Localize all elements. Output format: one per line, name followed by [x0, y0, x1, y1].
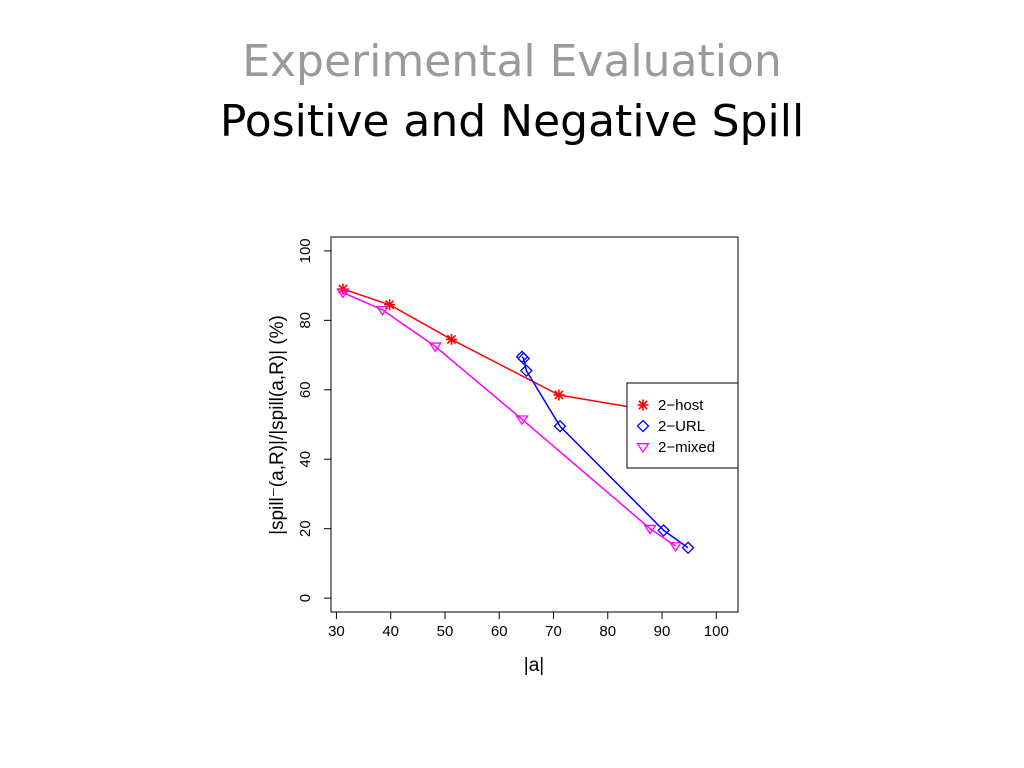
- y-tick-label: 20: [297, 520, 314, 537]
- y-tick-label: 0: [297, 594, 314, 602]
- legend-label: 2−URL: [658, 418, 705, 435]
- data-point: [681, 541, 695, 555]
- y-axis-label: |spill⁻(a,R)|/|spill(a,R)| (%): [267, 315, 288, 535]
- data-point: [428, 342, 442, 353]
- legend-item: 2−URL: [636, 418, 705, 435]
- x-tick-label: 80: [599, 623, 616, 640]
- x-tick-label: 50: [437, 623, 454, 640]
- data-point: [668, 542, 683, 553]
- legend-item: 2−mixed: [636, 439, 715, 456]
- data-point: [519, 364, 533, 378]
- series-line: [521, 356, 689, 549]
- data-point: [384, 299, 396, 311]
- legend-marker: [637, 399, 649, 411]
- data-point: [515, 415, 529, 426]
- x-tick-label: 60: [491, 623, 508, 640]
- legend: 2−host 2−URL 2−mixed: [626, 382, 739, 469]
- legend-marker: [636, 443, 650, 454]
- slide-title-line2: Positive and Negative Spill: [219, 96, 805, 147]
- series-layer: [336, 283, 729, 555]
- series-3: [336, 288, 683, 553]
- x-tick-label: 40: [382, 623, 399, 640]
- x-tick-label: 100: [704, 623, 729, 640]
- data-point: [517, 352, 531, 365]
- slide-title: Experimental Evaluation Positive and Neg…: [0, 34, 1024, 154]
- data-point: [553, 389, 565, 401]
- x-tick-label: 70: [545, 623, 562, 640]
- data-point: [643, 524, 657, 535]
- legend-label: 2−host: [658, 397, 704, 414]
- axes: 30 40 50 60 70 80 90 100 0 20 40 60 80 100: [297, 238, 729, 640]
- data-point: [553, 419, 567, 433]
- y-tick-label: 60: [297, 381, 314, 398]
- y-tick-label: 40: [297, 451, 314, 468]
- legend-box: [626, 382, 739, 469]
- data-point: [336, 288, 350, 299]
- legend-item: 2−host: [637, 397, 704, 414]
- x-tick-label: 90: [654, 623, 671, 640]
- y-tick-label: 100: [297, 238, 314, 263]
- series-line: [342, 291, 677, 547]
- spill-ratio-chart: 30 40 50 60 70 80 90 100 0 20 40 60 80 100 |a| |spill…: [267, 236, 739, 676]
- series-2: [515, 350, 695, 555]
- x-axis-label: |a|: [524, 655, 544, 676]
- data-point: [657, 523, 671, 537]
- x-tick-label: 30: [328, 623, 345, 640]
- legend-items: 2−host 2−URL 2−mixed: [636, 397, 715, 456]
- y-tick-label: 80: [297, 312, 314, 329]
- legend-label: 2−mixed: [658, 439, 715, 456]
- slide-title-line1: Experimental Evaluation: [242, 36, 782, 87]
- legend-marker: [636, 419, 650, 433]
- data-point: [445, 333, 457, 345]
- data-point: [375, 305, 390, 317]
